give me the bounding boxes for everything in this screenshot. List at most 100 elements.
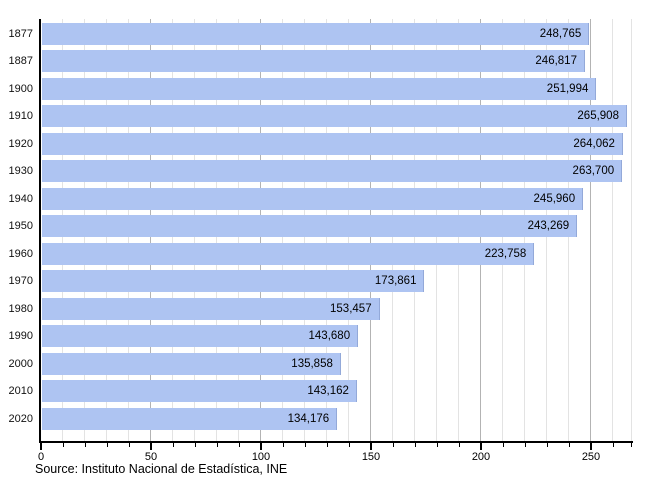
x-tick-label: 0 bbox=[37, 451, 45, 463]
x-tick-label: 250 bbox=[581, 451, 601, 463]
bar: 246,817 bbox=[42, 50, 585, 73]
x-tick-label: 150 bbox=[361, 451, 381, 463]
x-tick-minor bbox=[304, 443, 306, 447]
x-axis-line bbox=[39, 441, 633, 443]
value-label: 143,680 bbox=[308, 330, 351, 343]
x-tick-end bbox=[631, 443, 632, 447]
x-tick-minor bbox=[128, 443, 130, 447]
x-tick-minor bbox=[524, 443, 526, 447]
x-tick-minor bbox=[546, 443, 548, 447]
value-label: 153,457 bbox=[330, 302, 372, 315]
bar-row: 1960 223,758 bbox=[9, 240, 632, 268]
bar: 251,994 bbox=[42, 77, 597, 100]
x-tick-minor bbox=[458, 443, 460, 447]
x-tick-label: 50 bbox=[144, 451, 158, 463]
bar: 134,176 bbox=[42, 407, 338, 430]
x-tick-minor bbox=[62, 443, 64, 447]
year-label: 1950 bbox=[8, 220, 33, 233]
gridline-minor bbox=[612, 19, 613, 441]
value-label: 223,758 bbox=[484, 247, 527, 260]
bar-row: 1940 245,960 bbox=[9, 185, 632, 213]
x-tick-major bbox=[370, 443, 372, 450]
year-label: 2010 bbox=[8, 385, 33, 398]
x-tick-label: 200 bbox=[471, 451, 491, 463]
bar-row: 1970 173,861 bbox=[9, 268, 632, 296]
year-label: 1970 bbox=[8, 275, 33, 288]
year-label: 1877 bbox=[8, 27, 33, 40]
bar: 264,062 bbox=[42, 132, 623, 155]
bar-row: 1900 251,994 bbox=[9, 75, 632, 103]
x-tick-major bbox=[260, 443, 262, 450]
bar-row: 1930 263,700 bbox=[9, 158, 632, 186]
year-label: 2020 bbox=[8, 412, 33, 425]
x-tick-major bbox=[150, 443, 152, 450]
value-label: 143,162 bbox=[307, 385, 349, 398]
year-label: 1930 bbox=[8, 165, 33, 178]
value-label: 245,960 bbox=[533, 192, 576, 205]
bar-row: 2020 134,176 bbox=[9, 405, 632, 433]
x-tick-minor bbox=[502, 443, 504, 447]
bar: 243,269 bbox=[42, 215, 578, 238]
year-label: 1887 bbox=[8, 55, 33, 68]
x-tick-minor bbox=[392, 443, 394, 447]
plot-right-edge-line bbox=[631, 19, 632, 441]
x-tick-minor bbox=[436, 443, 438, 447]
y-axis-line bbox=[39, 19, 41, 443]
bar: 245,960 bbox=[42, 187, 584, 210]
x-tick-label: 100 bbox=[251, 451, 271, 463]
year-label: 2000 bbox=[8, 357, 33, 370]
gridline-major bbox=[590, 19, 591, 441]
year-label: 1910 bbox=[8, 110, 33, 123]
x-tick-minor bbox=[568, 443, 570, 447]
bar: 135,858 bbox=[42, 352, 341, 375]
value-label: 263,700 bbox=[572, 165, 615, 178]
bar-row: 2010 143,162 bbox=[9, 378, 632, 406]
bar: 153,457 bbox=[42, 297, 380, 320]
year-label: 1920 bbox=[8, 137, 33, 150]
x-tick-major bbox=[590, 443, 592, 450]
year-label: 1980 bbox=[8, 302, 33, 315]
x-tick-minor bbox=[172, 443, 174, 447]
value-label: 173,861 bbox=[374, 275, 417, 288]
x-tick-minor bbox=[216, 443, 218, 447]
value-label: 251,994 bbox=[546, 82, 589, 95]
bar: 143,680 bbox=[42, 325, 359, 348]
bar-row: 1980 153,457 bbox=[9, 295, 632, 323]
x-tick-major bbox=[480, 443, 482, 450]
value-label: 264,062 bbox=[573, 137, 615, 150]
x-tick-minor bbox=[106, 443, 108, 447]
year-label: 1990 bbox=[8, 330, 33, 343]
bar-row: 1950 243,269 bbox=[9, 213, 632, 241]
x-tick-minor bbox=[414, 443, 416, 447]
bar: 143,162 bbox=[42, 380, 357, 403]
x-tick-minor bbox=[84, 443, 86, 447]
bar-row: 1910 265,908 bbox=[9, 103, 632, 131]
year-label: 1940 bbox=[8, 192, 33, 205]
bar: 248,765 bbox=[42, 22, 590, 45]
value-label: 134,176 bbox=[287, 412, 330, 425]
bar: 173,861 bbox=[42, 270, 425, 293]
value-label: 246,817 bbox=[535, 55, 577, 68]
value-label: 248,765 bbox=[539, 27, 582, 40]
bar: 265,908 bbox=[42, 105, 627, 128]
year-label: 1900 bbox=[8, 82, 33, 95]
bar-row: 1877 248,765 bbox=[9, 20, 632, 48]
bar-row: 1887 246,817 bbox=[9, 48, 632, 76]
x-axis-ticks: 0 50 100 150 200 250 bbox=[38, 443, 641, 467]
bar-row: 2000 135,858 bbox=[9, 350, 632, 378]
value-label: 135,858 bbox=[291, 357, 333, 370]
x-tick-minor bbox=[326, 443, 328, 447]
plot-area: 1877 248,765 1887 246,817 1900 251,994 1910 265… bbox=[9, 19, 632, 441]
bars: 1877 248,765 1887 246,817 1900 251,994 1910 265… bbox=[9, 20, 632, 433]
bar: 263,700 bbox=[42, 160, 623, 183]
x-tick-minor bbox=[282, 443, 284, 447]
x-tick-minor bbox=[238, 443, 240, 447]
bar-row: 1990 143,680 bbox=[9, 323, 632, 351]
x-tick-minor bbox=[612, 443, 614, 447]
x-tick-major bbox=[40, 443, 42, 450]
year-label: 1960 bbox=[8, 247, 33, 260]
value-label: 243,269 bbox=[527, 220, 570, 233]
x-tick-minor bbox=[194, 443, 196, 447]
value-label: 265,908 bbox=[577, 110, 619, 123]
